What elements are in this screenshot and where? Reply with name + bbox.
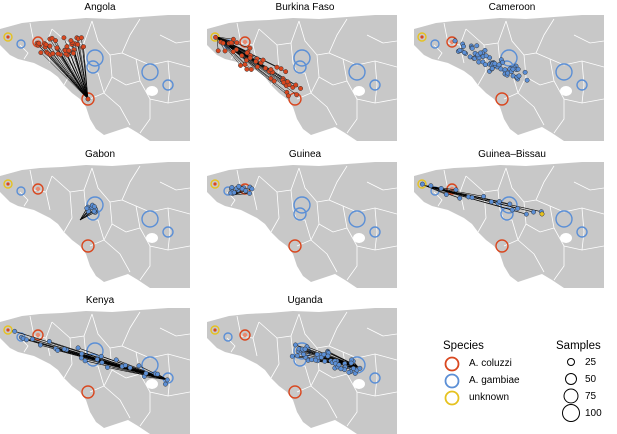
sample-size-25: [568, 359, 575, 366]
panel-title-gabon: Gabon: [5, 149, 195, 160]
species-legend-symbols: [437, 353, 467, 413]
map-panel-uganda: [207, 308, 397, 434]
map-panel-guinea: [207, 162, 397, 288]
legend-label-gambiae: A. gambiae: [469, 375, 520, 386]
map-panel-guinea-bissau: [414, 162, 604, 288]
panel-title-kenya: Kenya: [5, 295, 195, 306]
map-canvas: [414, 15, 604, 141]
samples-legend-symbols: [558, 353, 588, 425]
map-canvas: [0, 162, 190, 288]
legend-label-50: 50: [585, 374, 596, 385]
map-canvas: [207, 162, 397, 288]
panel-title-guinea: Guinea: [210, 149, 400, 160]
sample-size-50: [566, 374, 577, 385]
panel-title-uganda: Uganda: [210, 295, 400, 306]
samples-legend-title: Samples: [556, 340, 601, 352]
map-panel-burkina-faso: [207, 15, 397, 141]
map-canvas: [207, 308, 397, 434]
panel-title-guinea-bissau: Guinea–Bissau: [417, 149, 607, 160]
gambiae-swatch: [446, 375, 459, 388]
map-panel-angola: [0, 15, 190, 141]
panel-title-cameroon: Cameroon: [417, 2, 607, 13]
coluzzi-swatch: [446, 358, 459, 371]
legend-label-unknown: unknown: [469, 392, 509, 403]
map-canvas: [0, 308, 190, 434]
map-canvas: [414, 162, 604, 288]
unknown-swatch: [446, 392, 459, 405]
map-panel-kenya: [0, 308, 190, 434]
legend-label-100: 100: [585, 408, 602, 419]
panel-title-angola: Angola: [5, 2, 195, 13]
sample-size-100: [563, 405, 580, 422]
legend-label-coluzzi: A. coluzzi: [469, 358, 512, 369]
species-legend-title: Species: [443, 340, 484, 352]
panel-title-burkina-faso: Burkina Faso: [210, 2, 400, 13]
map-canvas: [207, 15, 397, 141]
map-canvas: [0, 15, 190, 141]
legend-label-25: 25: [585, 357, 596, 368]
sample-size-75: [564, 389, 578, 403]
legend-label-75: 75: [585, 391, 596, 402]
map-panel-cameroon: [414, 15, 604, 141]
map-panel-gabon: [0, 162, 190, 288]
